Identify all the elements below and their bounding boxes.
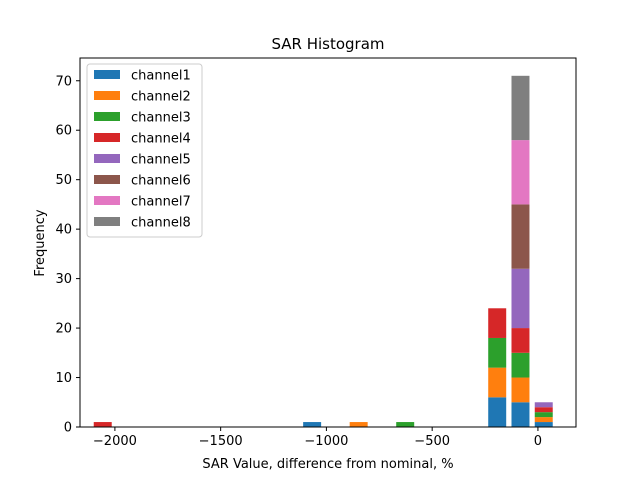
- bar-channel1-3: [534, 422, 553, 427]
- legend-label-channel8: channel8: [131, 216, 191, 231]
- x-axis-ticks: −2000 −1500 −1000 −500 0: [93, 427, 542, 449]
- y-tick-label: 50: [55, 173, 72, 188]
- y-tick-label: 10: [55, 371, 72, 386]
- bar-channel3-3: [534, 412, 553, 418]
- y-tick-label: 60: [55, 124, 72, 139]
- x-tick-label: −1500: [199, 434, 243, 449]
- x-tick-label: −500: [414, 434, 450, 449]
- legend-swatch-channel7: [94, 196, 120, 205]
- bars-group: [93, 75, 553, 427]
- y-axis-label: Frequency: [33, 209, 48, 276]
- legend-label-channel5: channel5: [131, 153, 191, 168]
- plot-frame: [79, 57, 577, 428]
- legend-swatch-channel2: [94, 91, 120, 100]
- legend-swatch-channel1: [94, 70, 120, 79]
- legend-label-channel4: channel4: [131, 132, 191, 147]
- bar-channel1-0: [303, 422, 322, 427]
- bar-channel4-2: [511, 328, 530, 353]
- legend-label-channel3: channel3: [131, 111, 191, 126]
- bar-channel1-2: [511, 402, 530, 427]
- legend-swatch-channel4: [94, 133, 120, 142]
- legend-swatch-channel6: [94, 175, 120, 184]
- x-axis-label: SAR Value, difference from nominal, %: [202, 457, 453, 472]
- bar-channel3-1: [488, 337, 507, 368]
- x-tick-label: 0: [534, 434, 542, 449]
- bar-channel5-0: [511, 268, 530, 329]
- bar-channel7-0: [511, 140, 530, 205]
- bar-channel2-1: [488, 367, 507, 398]
- bar-channel4-0: [93, 422, 112, 427]
- bar-channel2-2: [511, 377, 530, 403]
- x-tick-label: −1000: [304, 434, 348, 449]
- y-tick-label: 20: [55, 322, 72, 337]
- y-tick-label: 40: [55, 223, 72, 238]
- bar-channel4-3: [534, 407, 553, 413]
- bar-channel4-1: [488, 308, 507, 338]
- bar-channel1-1: [488, 397, 507, 427]
- y-tick-label: 70: [55, 74, 72, 89]
- bar-channel2-0: [349, 422, 368, 427]
- legend-label-channel7: channel7: [131, 195, 191, 210]
- y-tick-label: 0: [64, 421, 72, 436]
- bar-channel2-3: [534, 417, 553, 423]
- chart-title: SAR Histogram: [271, 35, 384, 53]
- legend: channel1 channel2 channel3 channel4 channel5…: [86, 63, 203, 238]
- y-tick-label: 30: [55, 272, 72, 287]
- y-axis-ticks: 0 10 20 30 40 50 60 70: [55, 74, 80, 436]
- legend-label-channel6: channel6: [131, 174, 191, 189]
- bar-channel3-2: [511, 352, 530, 378]
- legend-swatch-channel5: [94, 154, 120, 163]
- bar-channel5-1: [534, 402, 553, 408]
- bar-channel6-0: [511, 204, 530, 269]
- x-tick-label: −2000: [93, 434, 137, 449]
- legend-label-channel1: channel1: [131, 69, 191, 84]
- bar-channel3-0: [396, 422, 415, 427]
- legend-label-channel2: channel2: [131, 90, 191, 105]
- bar-channel8-0: [511, 75, 530, 141]
- legend-swatch-channel8: [94, 217, 120, 226]
- legend-swatch-channel3: [94, 112, 120, 121]
- legend-frame: [86, 63, 203, 238]
